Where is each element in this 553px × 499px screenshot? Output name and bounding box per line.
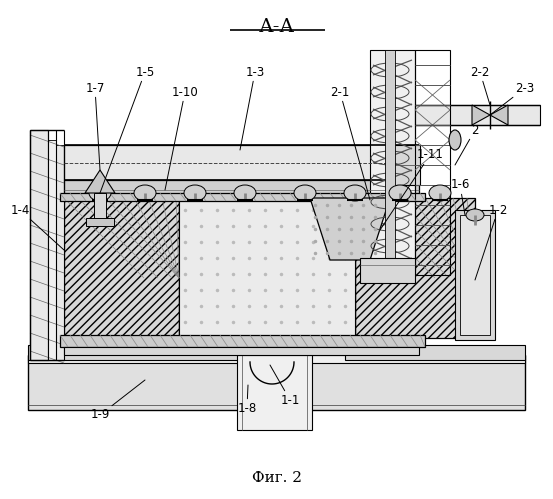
Text: 1-11: 1-11 <box>380 149 444 230</box>
Bar <box>64 180 419 198</box>
Text: Фиг. 2: Фиг. 2 <box>252 471 302 485</box>
Text: 2: 2 <box>455 123 479 165</box>
Ellipse shape <box>184 185 206 201</box>
Ellipse shape <box>134 185 156 201</box>
Text: 1-10: 1-10 <box>165 85 199 190</box>
Ellipse shape <box>466 209 484 221</box>
Bar <box>94 193 106 221</box>
Text: 2-2: 2-2 <box>470 65 490 105</box>
Polygon shape <box>85 170 115 193</box>
Bar <box>415 105 540 125</box>
Ellipse shape <box>89 185 111 201</box>
Text: 1-6: 1-6 <box>450 179 469 215</box>
Polygon shape <box>490 105 508 125</box>
Text: 1-2: 1-2 <box>475 204 508 280</box>
Text: А-А: А-А <box>259 18 295 36</box>
Bar <box>86 218 114 226</box>
Bar <box>385 50 395 270</box>
Ellipse shape <box>429 185 451 201</box>
Ellipse shape <box>344 185 366 201</box>
Bar <box>64 347 419 355</box>
Bar <box>455 210 495 340</box>
Bar <box>64 198 179 338</box>
Text: 1-7: 1-7 <box>85 81 105 170</box>
Bar <box>460 215 490 335</box>
Polygon shape <box>310 198 390 260</box>
Bar <box>56 145 64 360</box>
Text: 2-1: 2-1 <box>330 85 370 200</box>
Bar <box>64 145 419 180</box>
Bar <box>370 50 415 270</box>
Ellipse shape <box>294 185 316 201</box>
Ellipse shape <box>449 130 461 150</box>
Bar <box>415 50 450 275</box>
Bar <box>28 345 238 360</box>
Bar <box>355 198 475 338</box>
Bar <box>237 355 312 430</box>
Text: 1-8: 1-8 <box>237 385 257 415</box>
Bar <box>30 130 48 360</box>
Bar <box>48 140 56 360</box>
Bar <box>390 145 420 185</box>
Text: 2-3: 2-3 <box>490 81 535 115</box>
Bar <box>28 355 525 363</box>
Bar <box>179 198 355 338</box>
Bar <box>360 258 415 283</box>
Bar <box>179 198 355 338</box>
Polygon shape <box>472 105 490 125</box>
Text: 1-3: 1-3 <box>240 65 265 150</box>
Text: 1-1: 1-1 <box>270 365 300 407</box>
Text: 1-9: 1-9 <box>90 380 145 422</box>
Text: 1-4: 1-4 <box>11 204 64 250</box>
Bar <box>28 355 525 410</box>
Bar <box>345 345 525 360</box>
Ellipse shape <box>234 185 256 201</box>
Ellipse shape <box>389 185 411 201</box>
Text: 1-5: 1-5 <box>100 65 155 193</box>
Bar <box>60 193 425 201</box>
Bar <box>60 335 425 347</box>
